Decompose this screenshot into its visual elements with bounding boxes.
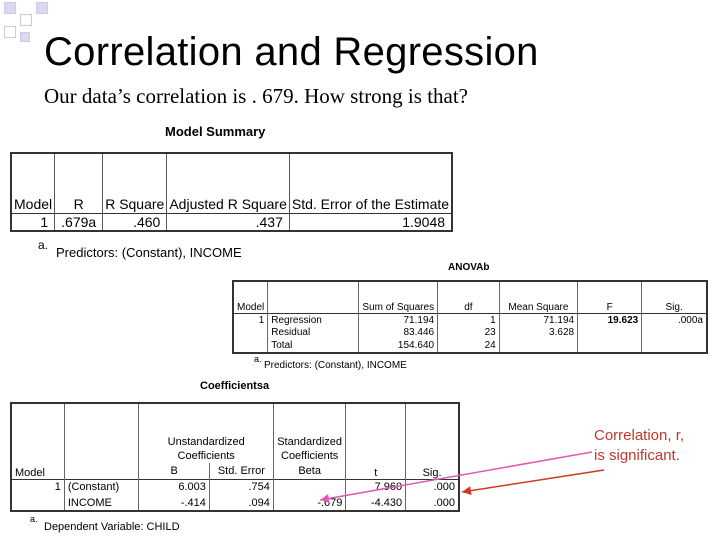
deco-square bbox=[36, 2, 48, 14]
table-cell bbox=[641, 326, 709, 340]
decorative-squares bbox=[0, 0, 60, 50]
table-cell: INCOME bbox=[63, 495, 139, 512]
table-cell: 24 bbox=[437, 339, 500, 354]
table-cell: -4.430 bbox=[345, 495, 406, 512]
table-cell: 1.9048 bbox=[288, 212, 454, 232]
group-header-standardized: Standardized Coefficients bbox=[272, 402, 346, 463]
table-cell: 23 bbox=[437, 326, 500, 340]
table-cell: .460 bbox=[102, 212, 167, 232]
slide-title: Correlation and Regression bbox=[44, 30, 539, 74]
table-cell: 19.623 bbox=[577, 312, 642, 327]
table-cell: 1 bbox=[9, 478, 65, 495]
col-header: Beta bbox=[272, 463, 346, 479]
col-header: Model bbox=[9, 402, 65, 479]
col-header: F bbox=[577, 279, 642, 314]
col-header: R Square bbox=[102, 151, 167, 214]
col-header: Model bbox=[10, 151, 55, 214]
group-header-unstandardized: Unstandardized Coefficients bbox=[138, 402, 274, 463]
anova-footnote: Predictors: (Constant), INCOME bbox=[264, 360, 407, 371]
coefficients-footnote: Dependent Variable: CHILD bbox=[44, 521, 180, 533]
table-cell: 1 bbox=[232, 312, 268, 327]
table-cell: 154.640 bbox=[358, 339, 438, 354]
coefficients-caption: Coefficientsa bbox=[200, 380, 270, 392]
significance-note: Correlation, r, is significant. bbox=[594, 426, 684, 466]
table-cell: .094 bbox=[208, 495, 274, 512]
anova-caption: ANOVAb bbox=[448, 262, 490, 273]
table-cell bbox=[577, 339, 642, 354]
col-header bbox=[267, 279, 359, 314]
table-cell bbox=[9, 495, 65, 512]
col-header: Std. Error of the Estimate bbox=[288, 151, 454, 214]
table-cell bbox=[232, 339, 268, 354]
col-header: t bbox=[345, 402, 406, 479]
col-header: R bbox=[54, 151, 103, 214]
slide-subtitle: Our data’s correlation is . 679. How str… bbox=[44, 84, 468, 108]
table-cell: .000 bbox=[405, 478, 461, 495]
table-cell: 1 bbox=[437, 312, 500, 327]
col-header: Model bbox=[232, 279, 268, 314]
table-cell bbox=[498, 339, 578, 354]
model-summary-footnote: Predictors: (Constant), INCOME bbox=[56, 245, 242, 260]
deco-square bbox=[4, 26, 16, 38]
col-header: Sum of Squares bbox=[358, 279, 438, 314]
table-cell: 6.003 bbox=[138, 478, 210, 495]
model-summary-caption: Model Summary bbox=[165, 124, 266, 139]
note-line: is significant. bbox=[594, 447, 680, 464]
footnote-mark: a. bbox=[254, 354, 262, 364]
footnote-mark: a. bbox=[30, 514, 38, 524]
table-cell: 71.194 bbox=[498, 312, 578, 327]
table-cell: Residual bbox=[267, 326, 359, 340]
table-cell bbox=[577, 326, 642, 340]
table-cell: 1 bbox=[10, 212, 55, 232]
col-header: Std. Error bbox=[208, 463, 274, 479]
table-cell: Total bbox=[267, 339, 359, 354]
arrow-to-sig bbox=[461, 469, 605, 496]
note-line: Correlation, r, bbox=[594, 427, 685, 444]
table-cell: Regression bbox=[267, 312, 359, 327]
footnote-mark: a. bbox=[38, 238, 49, 252]
table-cell: .754 bbox=[208, 478, 274, 495]
table-cell: .000 bbox=[405, 495, 461, 512]
col-header: Adjusted R Square bbox=[166, 151, 290, 214]
table-cell: .437 bbox=[166, 212, 290, 232]
table-cell: 71.194 bbox=[358, 312, 438, 327]
deco-square bbox=[4, 2, 16, 14]
table-cell: .679a bbox=[54, 212, 103, 232]
table-cell: 3.628 bbox=[498, 326, 578, 340]
anova-table: Model Sum of Squares df Mean Square F Si… bbox=[232, 279, 709, 354]
deco-square bbox=[20, 32, 30, 42]
table-cell bbox=[272, 478, 346, 495]
col-header: Sig. bbox=[641, 279, 709, 314]
table-cell bbox=[641, 339, 709, 354]
coefficients-table: Model Unstandardized Coefficients Standa… bbox=[9, 402, 461, 512]
table-cell: .000a bbox=[641, 312, 709, 327]
col-header: Sig. bbox=[405, 402, 461, 479]
model-summary-table: Model R R Square Adjusted R Square Std. … bbox=[10, 151, 454, 232]
table-cell: 7.960 bbox=[345, 478, 406, 495]
col-header bbox=[63, 402, 139, 479]
col-header: df bbox=[437, 279, 500, 314]
deco-square bbox=[20, 14, 32, 26]
table-cell: 83.446 bbox=[358, 326, 438, 340]
table-cell bbox=[232, 326, 268, 340]
table-cell: (Constant) bbox=[63, 478, 139, 495]
table-cell: -.679 bbox=[272, 495, 346, 512]
col-header: Mean Square bbox=[498, 279, 578, 314]
col-header: B bbox=[138, 463, 210, 479]
table-cell: -.414 bbox=[138, 495, 210, 512]
